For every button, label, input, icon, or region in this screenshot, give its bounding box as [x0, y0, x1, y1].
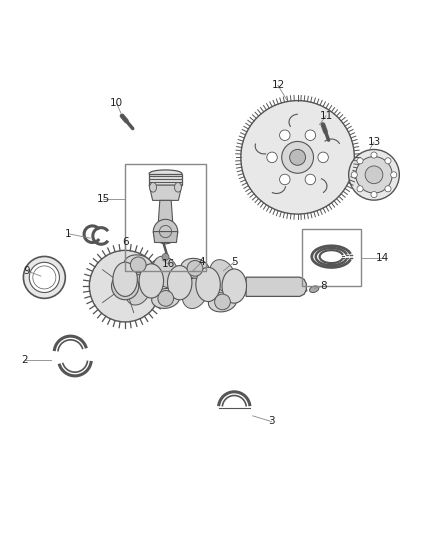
Polygon shape: [158, 200, 173, 231]
Ellipse shape: [222, 269, 247, 303]
Ellipse shape: [196, 268, 220, 302]
Text: 5: 5: [231, 257, 237, 267]
Circle shape: [89, 251, 161, 322]
Ellipse shape: [124, 255, 152, 275]
Circle shape: [391, 172, 397, 178]
Ellipse shape: [208, 292, 237, 312]
Circle shape: [23, 256, 65, 298]
Circle shape: [29, 262, 60, 293]
Circle shape: [305, 174, 316, 185]
Circle shape: [187, 261, 203, 276]
Text: 1: 1: [65, 229, 72, 239]
Circle shape: [357, 158, 363, 164]
Circle shape: [357, 185, 363, 192]
Circle shape: [385, 185, 391, 192]
Ellipse shape: [310, 286, 319, 293]
Ellipse shape: [181, 259, 209, 278]
Polygon shape: [149, 185, 182, 200]
Text: 4: 4: [198, 257, 205, 267]
Text: 3: 3: [268, 416, 275, 426]
Circle shape: [215, 294, 230, 310]
Ellipse shape: [167, 265, 192, 300]
Ellipse shape: [182, 277, 208, 309]
Text: 6: 6: [122, 238, 128, 247]
Circle shape: [385, 158, 391, 164]
Circle shape: [279, 130, 290, 141]
Circle shape: [162, 253, 169, 261]
Polygon shape: [246, 277, 306, 296]
Text: 15: 15: [97, 194, 110, 204]
Text: 14: 14: [376, 253, 389, 263]
Ellipse shape: [139, 264, 163, 298]
Circle shape: [371, 191, 377, 198]
Ellipse shape: [210, 260, 235, 291]
Polygon shape: [149, 174, 182, 185]
Circle shape: [371, 152, 377, 158]
Circle shape: [305, 130, 316, 141]
Circle shape: [267, 152, 277, 163]
Circle shape: [279, 174, 290, 185]
Ellipse shape: [174, 182, 181, 192]
Circle shape: [318, 152, 328, 163]
Ellipse shape: [149, 170, 182, 177]
Text: 8: 8: [321, 281, 327, 291]
Text: 11: 11: [319, 111, 332, 121]
Ellipse shape: [113, 262, 138, 296]
Circle shape: [365, 166, 383, 184]
Circle shape: [351, 172, 357, 178]
Polygon shape: [153, 231, 178, 243]
Circle shape: [158, 290, 173, 306]
Text: 13: 13: [367, 137, 381, 147]
Ellipse shape: [125, 273, 151, 305]
Text: 12: 12: [271, 80, 285, 90]
Circle shape: [241, 101, 354, 214]
Circle shape: [282, 141, 314, 173]
Circle shape: [131, 257, 146, 273]
Circle shape: [349, 149, 399, 200]
Ellipse shape: [152, 288, 180, 309]
Text: 10: 10: [110, 98, 123, 108]
Text: 9: 9: [24, 266, 30, 276]
Circle shape: [356, 157, 392, 193]
Text: 2: 2: [21, 356, 28, 365]
Circle shape: [112, 272, 139, 300]
Text: 16: 16: [162, 260, 175, 269]
Circle shape: [119, 280, 131, 293]
Ellipse shape: [150, 182, 156, 192]
Circle shape: [153, 220, 178, 244]
Ellipse shape: [153, 256, 179, 288]
Circle shape: [290, 149, 306, 165]
